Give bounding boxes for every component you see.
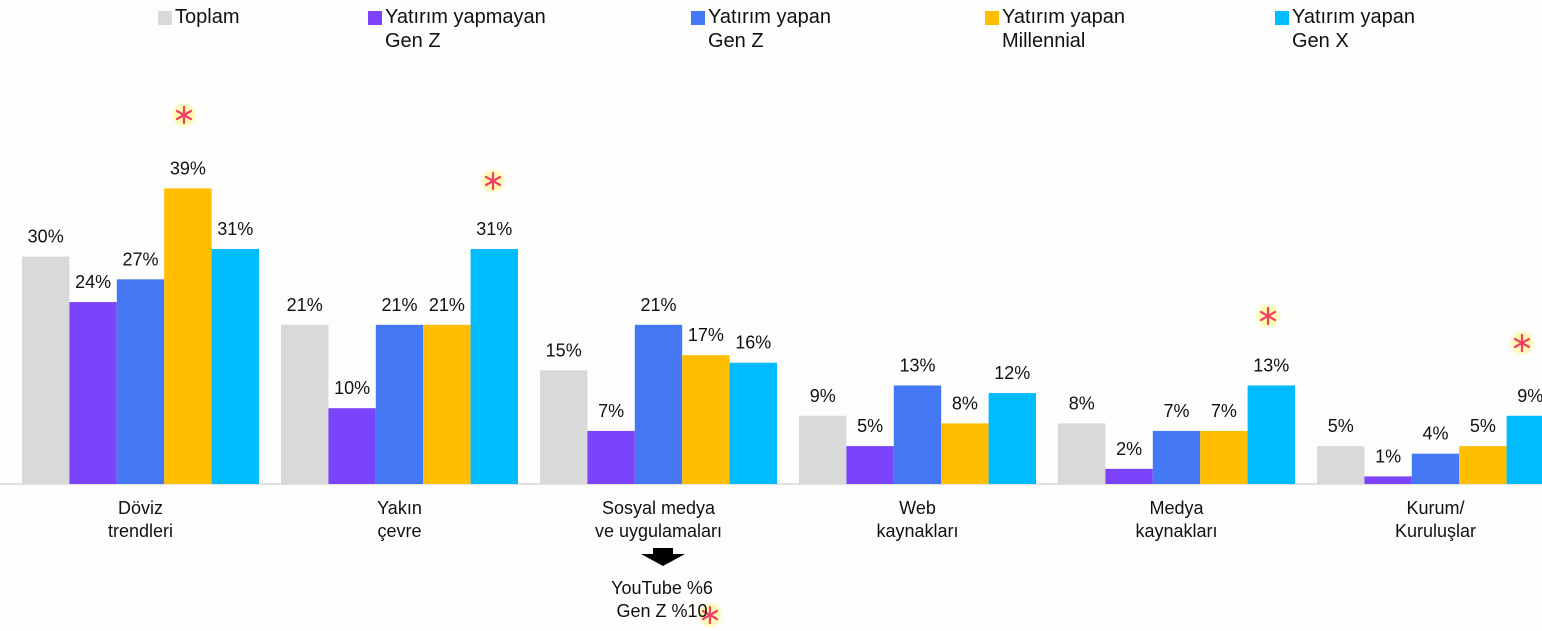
x-tick-label: Web kaynakları — [876, 498, 959, 541]
bar — [634, 324, 683, 484]
x-tick-label: Döviz trendleri — [107, 498, 174, 541]
legend-swatch — [691, 11, 705, 25]
value-label: 10% — [334, 378, 370, 398]
legend-swatch — [1275, 11, 1289, 25]
asterisk — [169, 100, 199, 130]
legend-label: Yatırım yapan Millennial — [1002, 6, 1126, 52]
legend-label: Toplam — [175, 6, 240, 28]
bar — [1058, 423, 1106, 484]
value-label: 17% — [688, 325, 724, 345]
value-label: 30% — [28, 227, 64, 247]
bar — [682, 355, 730, 484]
arrow — [641, 548, 685, 566]
bar — [1105, 468, 1153, 484]
bar — [164, 188, 212, 484]
bar — [281, 324, 329, 484]
bar — [116, 279, 165, 484]
value-label: 27% — [122, 249, 158, 269]
x-tick-label: Sosyal medya ve uygulamaları — [594, 498, 723, 541]
bar — [1459, 446, 1507, 484]
bar — [988, 393, 1036, 484]
value-label: 5% — [1328, 416, 1354, 436]
value-label: 39% — [170, 158, 206, 178]
bar — [470, 249, 518, 484]
value-label: 31% — [476, 219, 512, 239]
bar — [1506, 415, 1542, 484]
value-label: 5% — [1470, 416, 1496, 436]
x-tick-label: Medya kaynakları — [1135, 498, 1218, 541]
value-label: 7% — [598, 401, 624, 421]
bar — [587, 430, 635, 484]
value-label: 1% — [1375, 446, 1401, 466]
value-label: 9% — [1517, 386, 1542, 406]
value-label: 13% — [899, 355, 935, 375]
bar — [22, 256, 70, 484]
bar — [893, 385, 942, 484]
value-label: 4% — [1422, 424, 1448, 444]
bar — [423, 324, 471, 484]
value-label: 21% — [287, 295, 323, 315]
x-tick-label: Yakın çevre — [377, 498, 422, 541]
asterisk — [1507, 328, 1537, 358]
legend-label: Yatırım yapan Gen Z — [708, 6, 832, 52]
value-label: 16% — [735, 333, 771, 353]
value-label: 24% — [75, 272, 111, 292]
asterisk — [1253, 301, 1283, 331]
value-label: 12% — [994, 363, 1030, 383]
value-label: 7% — [1163, 401, 1189, 421]
bar — [540, 370, 588, 484]
bar — [846, 446, 894, 484]
bar — [211, 249, 259, 484]
bar — [941, 423, 989, 484]
value-label: 9% — [810, 386, 836, 406]
legend-swatch — [158, 11, 172, 25]
value-label: 8% — [952, 393, 978, 413]
value-label: 21% — [429, 295, 465, 315]
legend-label: Yatırım yapmayan Gen Z — [385, 6, 546, 52]
legend-swatch — [985, 11, 999, 25]
bar — [1364, 476, 1412, 484]
legend-swatch — [368, 11, 382, 25]
bar — [1247, 385, 1295, 484]
bar — [799, 415, 847, 484]
bar — [1411, 453, 1460, 484]
value-label: 31% — [217, 219, 253, 239]
bar — [69, 302, 117, 484]
bar — [375, 324, 424, 484]
value-label: 13% — [1253, 355, 1289, 375]
bar — [1152, 430, 1201, 484]
x-tick-label: Kurum/ Kuruluşlar — [1394, 498, 1477, 541]
value-label: 7% — [1211, 401, 1237, 421]
legend-label: Yatırım yapan Gen X — [1292, 6, 1416, 52]
bar — [1200, 430, 1248, 484]
value-label: 21% — [640, 295, 676, 315]
asterisk — [478, 166, 508, 196]
bar — [1317, 446, 1365, 484]
value-label: 8% — [1069, 393, 1095, 413]
value-label: 21% — [381, 295, 417, 315]
bar — [729, 362, 777, 484]
value-label: 15% — [546, 340, 582, 360]
annotation: YouTube %6 Gen Z %10 — [611, 578, 713, 621]
bar — [328, 408, 376, 484]
value-label: 5% — [857, 416, 883, 436]
value-label: 2% — [1116, 439, 1142, 459]
